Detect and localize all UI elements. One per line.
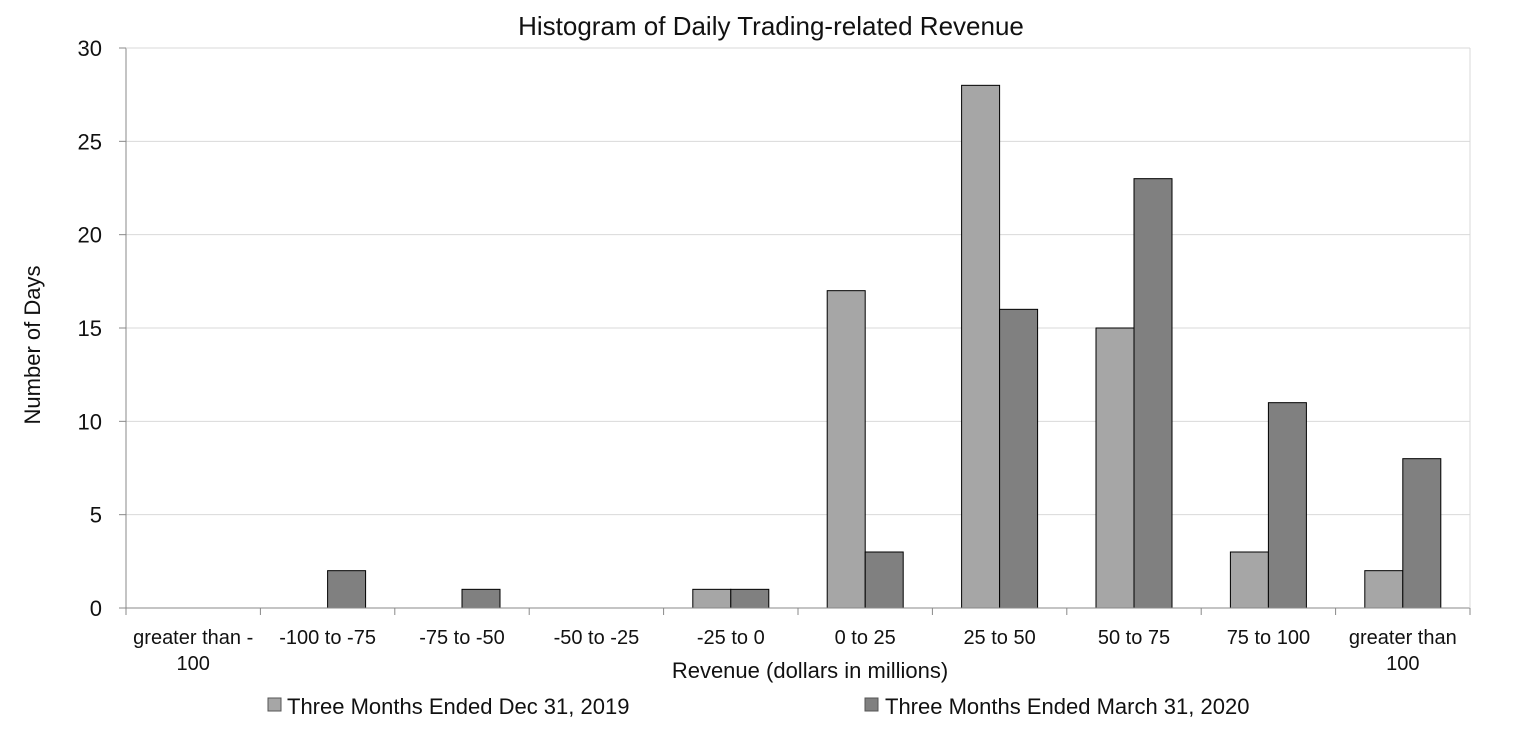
x-tick-labels: greater than -100 -100 to -75 -75 to -50 -5…	[133, 627, 1457, 675]
bar-series-1	[864, 551, 904, 609]
bar-series-1	[327, 570, 367, 609]
x-tick-label: -50 to -25	[554, 627, 640, 649]
bar-series-1	[1402, 458, 1442, 609]
bar-series-0	[961, 84, 1001, 609]
legend-label-mar-2020: Three Months Ended March 31, 2020	[885, 694, 1249, 719]
chart-title: Histogram of Daily Trading-related Reven…	[518, 11, 1024, 41]
y-tick-label: 30	[78, 36, 102, 61]
legend-swatch-dec-2019	[267, 697, 282, 712]
x-axis-label: Revenue (dollars in millions)	[672, 658, 948, 683]
x-tick-label: 75 to 100	[1227, 627, 1310, 649]
bar-series-0	[826, 290, 866, 609]
y-axis-label: Number of Days	[20, 266, 45, 425]
bar-series-1	[1267, 402, 1307, 609]
legend-swatch-mar-2020	[864, 697, 879, 712]
legend: Three Months Ended Dec 31, 2019 Three Mo…	[267, 694, 1249, 719]
x-tick-label: -25 to 0	[697, 627, 765, 649]
bar-series-1	[999, 308, 1039, 609]
x-tick-label: greater than -100	[133, 627, 253, 675]
x-tick-label: 50 to 75	[1098, 627, 1170, 649]
bar-series-1	[730, 588, 770, 609]
x-tick-label: 0 to 25	[835, 627, 896, 649]
y-tick-label: 10	[78, 409, 102, 434]
bars	[327, 84, 1442, 609]
y-tick-label: 15	[78, 316, 102, 341]
bar-series-0	[1095, 327, 1135, 609]
x-tick-label: -75 to -50	[419, 627, 505, 649]
x-tick-label: greater than 100	[1349, 627, 1457, 675]
bar-series-0	[692, 588, 732, 609]
y-tick-label: 5	[90, 503, 102, 528]
y-tick-labels: 0 5 10 15 20 25 30	[78, 36, 102, 621]
y-tick-label: 20	[78, 223, 102, 248]
bar-series-1	[461, 588, 501, 609]
x-tick-label: 25 to 50	[963, 627, 1035, 649]
bar-series-1	[1133, 178, 1173, 609]
bar-series-0	[1229, 551, 1269, 609]
x-tick-label: -100 to -75	[279, 627, 376, 649]
y-tick-label: 25	[78, 129, 102, 154]
y-tick-label: 0	[90, 596, 102, 621]
bar-series-0	[1364, 570, 1404, 609]
legend-label-dec-2019: Three Months Ended Dec 31, 2019	[287, 694, 629, 719]
axes	[119, 47, 1471, 615]
